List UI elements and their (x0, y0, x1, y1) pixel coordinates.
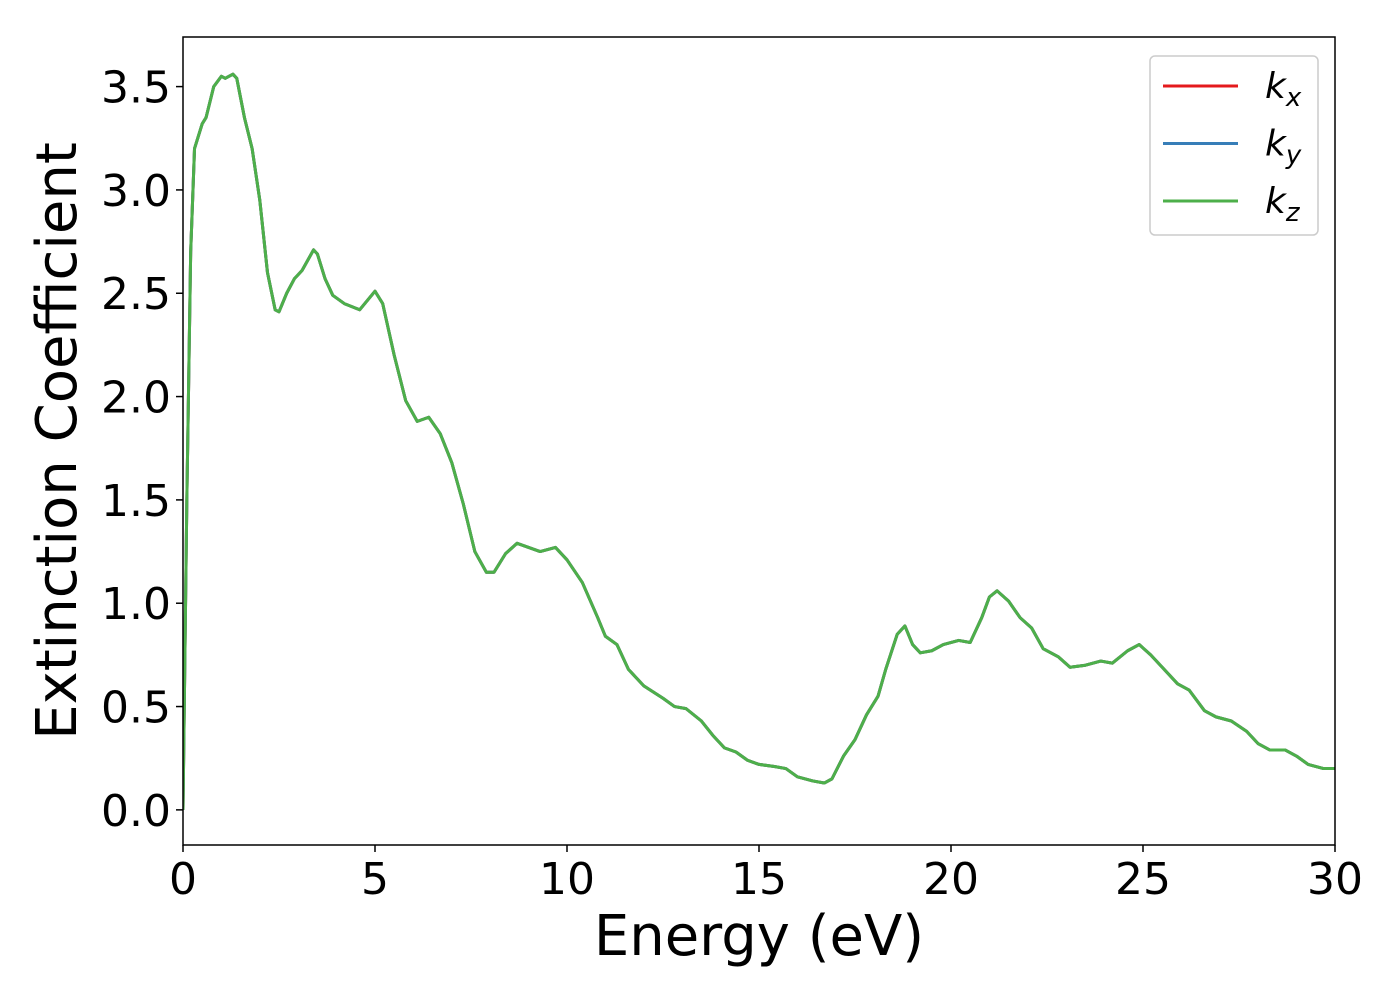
y-tick-label: 0.5 (101, 683, 171, 734)
x-axis-label: Energy (eV) (594, 904, 924, 969)
x-tick-label: 15 (731, 854, 787, 905)
y-tick-label: 1.5 (101, 476, 171, 527)
x-tick-label: 25 (1115, 854, 1171, 905)
x-tick-label: 20 (923, 854, 979, 905)
legend-label: ky (1265, 124, 1302, 171)
y-tick-label: 3.0 (101, 166, 171, 217)
legend-label: kz (1265, 181, 1301, 228)
series-line (183, 72, 1335, 810)
y-tick-label: 2.5 (101, 269, 171, 320)
legend-label: kx (1265, 66, 1302, 113)
y-tick-label: 1.0 (101, 579, 171, 630)
x-tick-label: 30 (1307, 854, 1363, 905)
x-tick-label: 0 (169, 854, 197, 905)
y-tick-label: 0.0 (101, 786, 171, 837)
plot-frame (182, 36, 1336, 846)
x-tick-label: 10 (539, 854, 595, 905)
y-axis-label: Extinction Coefficient (25, 142, 90, 740)
y-tick-label: 3.5 (101, 63, 171, 114)
y-tick-label: 2.0 (101, 373, 171, 424)
legend-box (1149, 55, 1319, 236)
x-tick-label: 5 (361, 854, 389, 905)
